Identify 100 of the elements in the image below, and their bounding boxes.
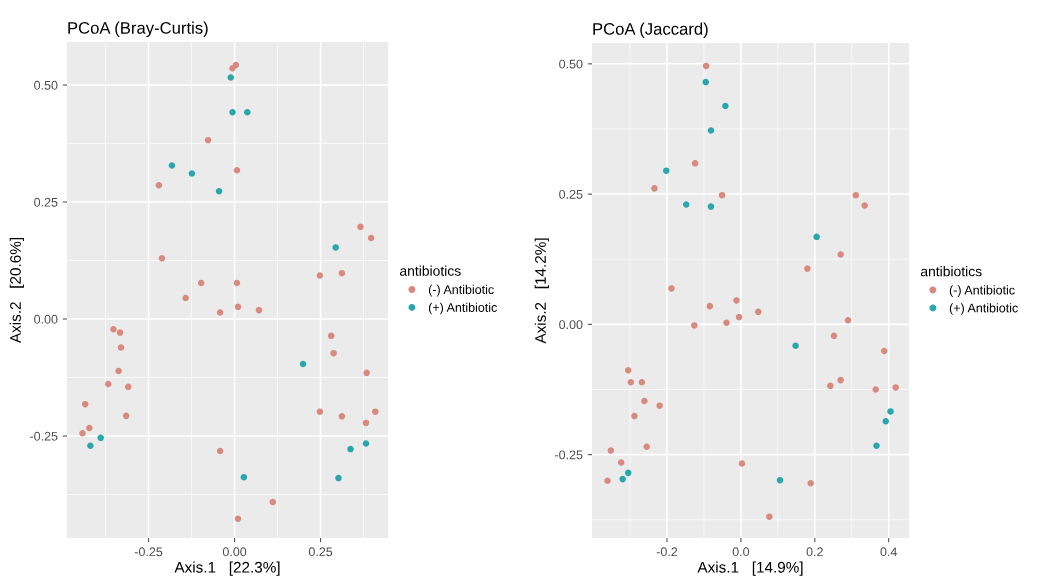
- point: [215, 188, 223, 195]
- point: [892, 384, 899, 391]
- point: [105, 380, 112, 388]
- point: [316, 272, 324, 279]
- point: [232, 61, 240, 69]
- y-tick-label: 0.00: [559, 320, 583, 330]
- point: [234, 303, 242, 311]
- point: [168, 162, 176, 169]
- point: [844, 316, 852, 324]
- point: [110, 326, 117, 333]
- y-tick-label: 0.25: [559, 189, 583, 199]
- point: [122, 412, 130, 420]
- y-tick-label: -0.25: [555, 450, 583, 460]
- point: [882, 418, 889, 425]
- legend-label: (-) Antibiotic: [428, 284, 494, 297]
- point: [338, 269, 346, 277]
- point: [363, 369, 370, 377]
- point: [852, 191, 860, 199]
- x-tick-label: 0.00: [222, 547, 247, 557]
- point: [627, 378, 635, 386]
- point: [357, 223, 364, 231]
- point: [827, 382, 834, 390]
- point: [718, 191, 726, 199]
- point: [347, 445, 354, 453]
- x-tick-label: 0.0: [732, 547, 750, 557]
- point: [707, 203, 715, 210]
- point: [702, 62, 710, 70]
- point: [880, 347, 888, 355]
- point: [234, 515, 242, 523]
- point: [299, 360, 307, 368]
- point: [887, 408, 894, 415]
- point: [233, 166, 241, 174]
- point: [830, 332, 838, 340]
- point: [804, 265, 811, 272]
- point: [735, 313, 743, 321]
- legend-title: antibiotics: [400, 265, 461, 276]
- x-tick-label: 0.25: [308, 547, 333, 557]
- point: [755, 308, 762, 316]
- point: [837, 251, 844, 258]
- point: [362, 440, 370, 447]
- point: [738, 460, 746, 467]
- point: [656, 402, 663, 409]
- x-tick-label: 0.2: [806, 547, 823, 557]
- point: [269, 498, 276, 506]
- point: [624, 366, 632, 374]
- x-tick-label: -0.25: [134, 547, 163, 557]
- point: [233, 279, 241, 287]
- point: [117, 344, 125, 351]
- point: [722, 102, 729, 110]
- point: [124, 383, 132, 391]
- point: [327, 332, 335, 340]
- point: [723, 319, 730, 327]
- point: [643, 443, 650, 451]
- point: [624, 469, 632, 477]
- y-axis-title: Axis.2 [20.6%]: [9, 238, 24, 344]
- chart-title: PCoA (Bray-Curtis): [68, 21, 208, 38]
- point: [316, 408, 324, 415]
- legend-title: antibiotics: [920, 266, 982, 277]
- point: [691, 322, 698, 329]
- point: [330, 349, 337, 357]
- point: [813, 233, 820, 241]
- chart-title: PCoA (Jaccard): [593, 22, 708, 39]
- point: [792, 342, 799, 349]
- point: [240, 473, 248, 481]
- point: [216, 309, 224, 316]
- y-tick-label: 0.50: [559, 59, 583, 69]
- point: [607, 447, 615, 454]
- point: [216, 447, 224, 455]
- point: [807, 480, 814, 487]
- point: [872, 386, 880, 393]
- point: [668, 285, 675, 292]
- point: [776, 476, 784, 484]
- y-tick-label: 0.00: [34, 314, 58, 324]
- point: [229, 108, 236, 116]
- point: [362, 419, 370, 427]
- point: [651, 185, 658, 192]
- point: [837, 376, 844, 384]
- point: [733, 297, 740, 304]
- point: [335, 474, 342, 482]
- point: [663, 167, 670, 174]
- point: [97, 434, 104, 442]
- point: [81, 400, 89, 408]
- point: [155, 181, 163, 189]
- point: [604, 477, 611, 484]
- point: [619, 475, 626, 483]
- point: [702, 78, 710, 86]
- legend-label: (+) Antibiotic: [949, 303, 1018, 315]
- legend-label: (-) Antibiotic: [949, 285, 1015, 297]
- point: [79, 429, 86, 437]
- y-tick-label: 0.50: [34, 80, 58, 90]
- point: [861, 202, 868, 209]
- point: [638, 378, 646, 386]
- point: [116, 329, 124, 336]
- x-tick-label: 0.4: [880, 547, 897, 557]
- point: [338, 413, 346, 420]
- point: [86, 424, 93, 432]
- point: [691, 160, 699, 167]
- point: [115, 367, 122, 375]
- legend-label: (+) Antibiotic: [428, 302, 497, 315]
- y-axis-title: Axis.2 [14.2%]: [534, 238, 549, 344]
